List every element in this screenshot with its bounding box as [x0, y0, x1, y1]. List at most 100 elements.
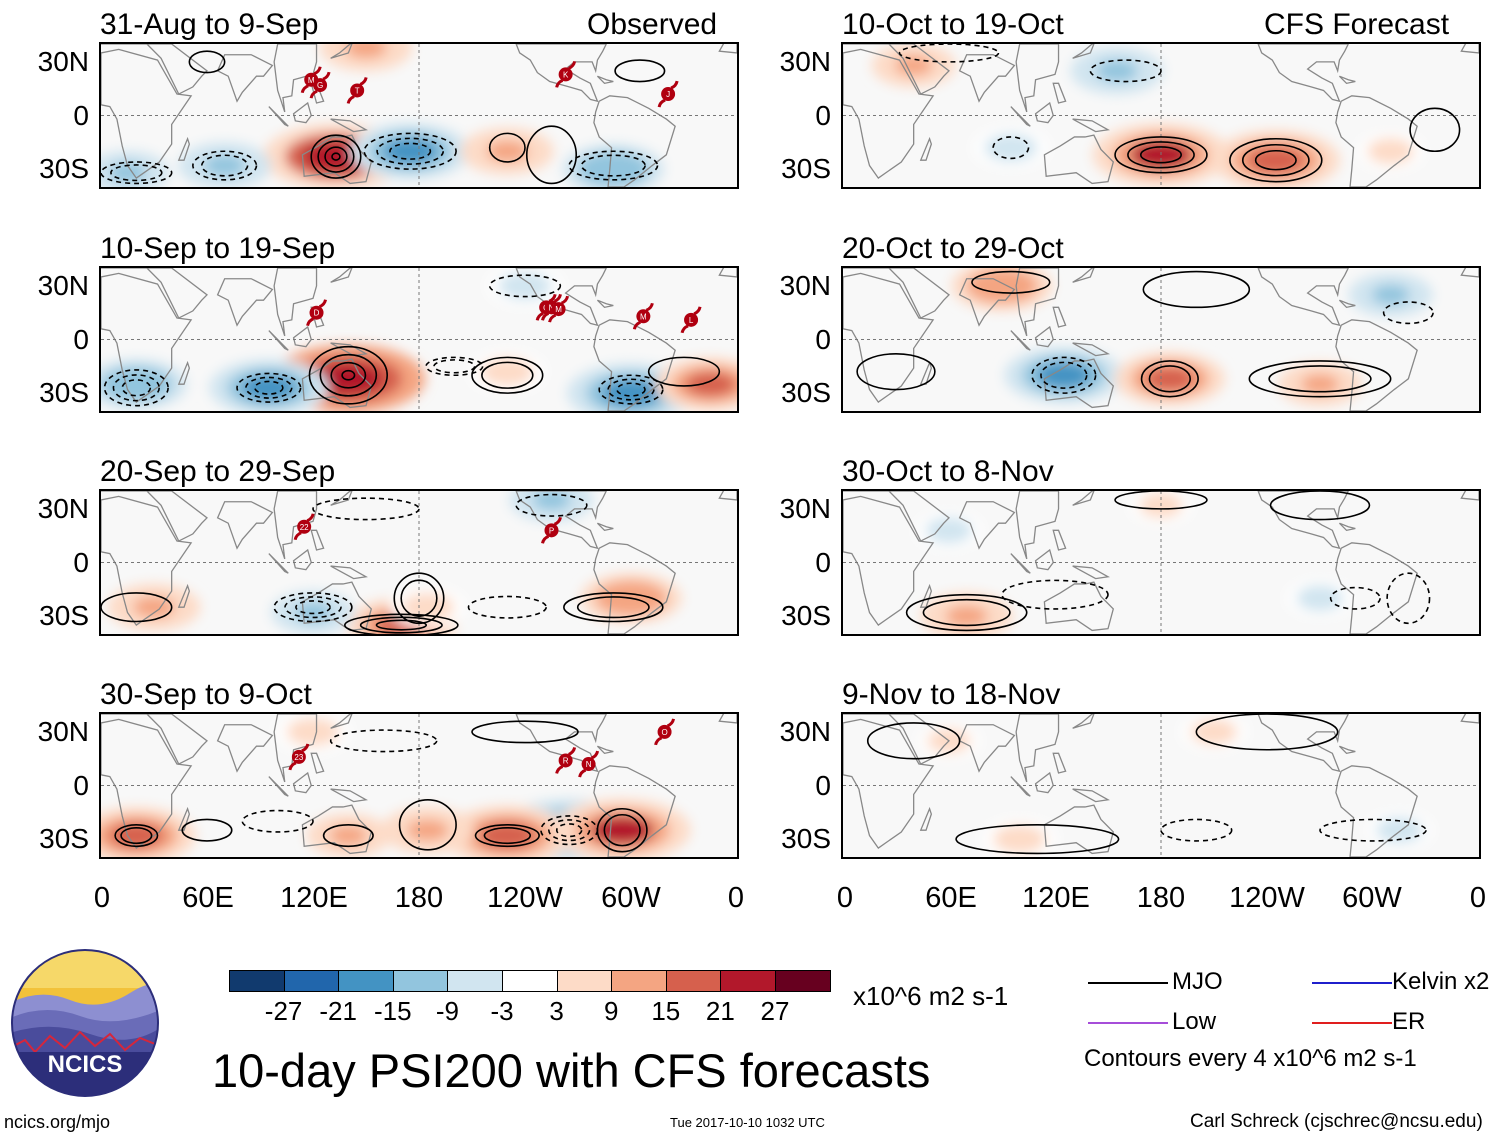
colorbar-tick-label: 3	[549, 996, 564, 1026]
coastline	[1460, 491, 1479, 501]
map-canvas	[843, 44, 1479, 187]
mjo-contour	[1031, 356, 1097, 394]
mjo-contour	[1139, 146, 1183, 164]
coastline	[1335, 95, 1418, 187]
coastline	[843, 272, 935, 403]
panel-title: 9-Nov to 18-Nov	[842, 678, 1061, 711]
storm-marker-label: J	[666, 90, 670, 99]
anomaly-center	[294, 602, 332, 623]
x-tick-label: 120E	[280, 882, 348, 914]
coastline	[1460, 268, 1479, 278]
coastline	[1072, 268, 1095, 283]
coastline	[1052, 306, 1067, 328]
coastline	[1052, 82, 1067, 104]
mjo-contour	[576, 596, 650, 619]
coastline	[1072, 788, 1110, 803]
x-tick-label: 60W	[1342, 882, 1402, 914]
mjo-contour	[1386, 572, 1431, 625]
colorbar-swatch	[720, 970, 776, 992]
anomaly-center	[406, 819, 449, 841]
storm-marker-label: O	[661, 728, 667, 737]
coastline	[330, 342, 368, 357]
x-tick-label: 60E	[182, 882, 234, 914]
coastline	[1335, 319, 1418, 411]
mjo-contour	[319, 353, 378, 397]
anomaly-center	[1375, 142, 1406, 160]
mjo-contour	[596, 807, 648, 853]
coastline	[216, 54, 274, 103]
coastline	[292, 548, 312, 571]
coastline	[1043, 804, 1115, 855]
coastline	[1072, 714, 1095, 729]
anomaly-center	[894, 55, 933, 76]
y-tick-label: 0	[73, 769, 89, 801]
mjo-contour	[563, 592, 664, 623]
map-panel: 22 P	[99, 489, 739, 636]
mjo-contour	[1089, 59, 1162, 83]
coastline	[310, 529, 325, 551]
map-canvas: MG T K J	[101, 44, 737, 187]
coastline	[958, 278, 1016, 327]
y-tick-label: 0	[815, 546, 831, 578]
colorbar-swatch	[611, 970, 667, 992]
coastline	[958, 724, 1016, 773]
coastline	[843, 495, 935, 626]
mjo-contour	[515, 493, 588, 517]
chart-title: 10-day PSI200 with CFS forecasts	[212, 1044, 931, 1097]
colorbar-swatch	[283, 970, 340, 992]
mjo-contour	[284, 596, 342, 619]
coastline	[101, 491, 208, 542]
coastline	[596, 745, 614, 755]
mjo-contour	[375, 619, 428, 631]
colorbar-swatch	[502, 970, 558, 992]
storm-marker-label: D	[314, 309, 320, 318]
timestamp: Tue 2017-10-10 1032 UTC	[670, 1115, 825, 1130]
mjo-contour	[580, 154, 646, 177]
mjo-contour	[1248, 360, 1392, 398]
coastline	[1335, 542, 1418, 634]
coastline	[1257, 714, 1349, 773]
mjo-contour	[341, 369, 356, 381]
anomaly-center	[685, 372, 736, 397]
coastline	[101, 268, 208, 319]
mjo-contour	[481, 361, 534, 389]
mjo-contour	[254, 380, 284, 395]
storm-marker: K	[555, 61, 577, 88]
coastline	[596, 522, 614, 532]
storm-marker: P	[541, 516, 562, 544]
y-tick-label: 30N	[37, 492, 89, 524]
mjo-contour	[548, 819, 591, 842]
mjo-contour	[898, 44, 1000, 63]
storm-marker: M	[548, 295, 570, 323]
website-link[interactable]: ncics.org/mjo	[4, 1112, 111, 1132]
storm-marker-label: 23	[294, 753, 303, 762]
coastline	[1338, 299, 1356, 309]
coastline	[1257, 268, 1349, 327]
mjo-contour	[389, 142, 432, 160]
mjo-contour	[103, 369, 169, 407]
anomaly-center	[993, 138, 1028, 157]
coastline	[273, 268, 318, 337]
storm-marker-label: L	[689, 316, 694, 325]
y-tick-label: 0	[815, 99, 831, 131]
storm-marker: M	[632, 302, 654, 330]
mjo-contour	[308, 345, 388, 405]
mjo-contour	[866, 722, 961, 760]
mjo-contour	[324, 146, 348, 167]
mjo-contour	[398, 798, 457, 851]
coastline	[1072, 44, 1095, 59]
coastline	[1072, 342, 1110, 357]
mjo-contour	[467, 595, 548, 619]
anomaly-center	[113, 372, 160, 396]
legend-line-er	[1312, 1022, 1392, 1024]
mjo-contour	[483, 827, 532, 845]
coastline	[1043, 581, 1115, 632]
coastline	[292, 771, 312, 794]
y-tick-label: 30N	[37, 715, 89, 747]
mjo-contour	[322, 824, 374, 848]
author-credit: Carl Schreck (cjschrec@ncsu.edu)	[1190, 1111, 1483, 1132]
anomaly-center	[508, 276, 542, 296]
legend-line-low	[1088, 1022, 1168, 1024]
mjo-contour	[1254, 149, 1297, 171]
mjo-contour	[1160, 818, 1233, 842]
